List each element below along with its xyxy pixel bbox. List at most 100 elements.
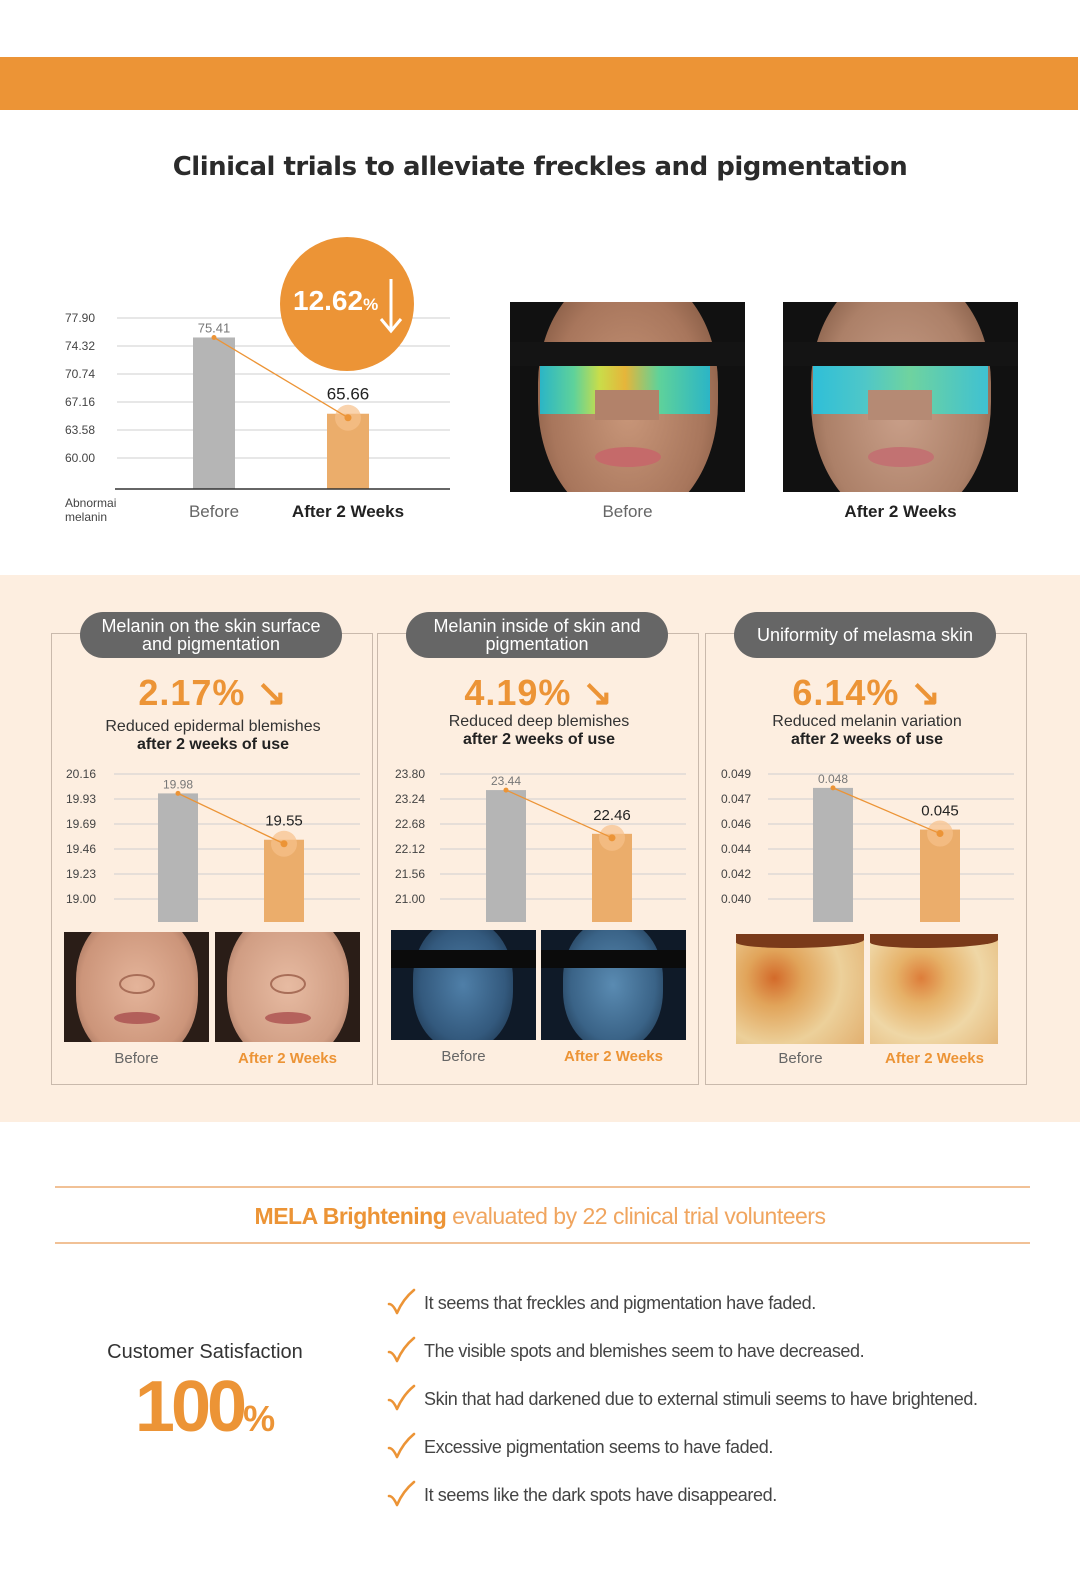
panel-percent: 2.17% ↘ (52, 672, 374, 714)
uv-after-caption: After 2 Weeks (564, 1048, 663, 1065)
y-tick-label: 19.46 (66, 842, 96, 856)
y-axis-name: melanin (65, 510, 107, 524)
y-tick-label: 21.56 (395, 867, 425, 881)
panel-percent-value: 2.17% (138, 672, 246, 713)
trend-point-before (830, 785, 836, 791)
benefit-text: It seems like the dark spots have disapp… (424, 1484, 777, 1505)
satisfaction-label: Customer Satisfaction (107, 1341, 303, 1363)
y-tick-label: 63.58 (65, 423, 95, 437)
data-label-before: 19.98 (163, 777, 193, 791)
y-tick-label: 77.90 (65, 311, 95, 325)
trend-point-before (503, 787, 509, 793)
y-tick-label: 70.74 (65, 367, 95, 381)
y-tick-label: 67.16 (65, 395, 95, 409)
benefit-item: It seems like the dark spots have disapp… (386, 1478, 777, 1512)
skin-photo-after (215, 932, 360, 1042)
skin-photo-before (64, 932, 209, 1042)
trend-point-after (936, 830, 944, 838)
divider-top (55, 1186, 1030, 1188)
y-axis-name: Abnormai (65, 496, 116, 510)
down-right-arrow-icon: ↘ (256, 672, 288, 713)
y-tick-label: 19.93 (66, 792, 96, 806)
benefit-text: It seems that freckles and pigmentation … (424, 1292, 816, 1313)
y-tick-label: 22.12 (395, 842, 425, 856)
data-label-after: 19.55 (265, 813, 303, 830)
melasma-photo-after (870, 934, 998, 1044)
panel-percent-value: 6.14% (792, 672, 900, 713)
checkmark-icon (387, 1384, 416, 1411)
trend-point-before (175, 790, 181, 796)
satisfaction-unit: % (243, 1398, 276, 1439)
panel-bar-chart: 20.16 19.93 19.69 19.46 19.23 19.00 19.98 19.55 (66, 767, 360, 922)
checkmark-icon (387, 1480, 416, 1507)
benefit-item: It seems that freckles and pigmentation … (386, 1286, 816, 1320)
trend-point-after (344, 414, 352, 422)
down-right-arrow-icon: ↘ (582, 672, 614, 713)
y-tick-label: 22.68 (395, 817, 425, 831)
skin-before-caption: Before (114, 1050, 159, 1067)
y-tick-label: 0.044 (721, 842, 751, 856)
panel-title: Uniformity of melasma skin (734, 612, 996, 658)
panel-percent-value: 4.19% (464, 672, 572, 713)
panel-bar-chart: 23.80 23.24 22.68 22.12 21.56 21.00 23.44 22.46 (395, 767, 686, 922)
y-tick-label: 0.046 (721, 817, 751, 831)
melasma-before-caption: Before (778, 1050, 823, 1067)
benefit-item: Skin that had darkened due to external s… (386, 1382, 978, 1416)
down-right-arrow-icon: ↘ (910, 672, 942, 713)
data-label-after: 0.045 (921, 803, 959, 820)
panel-title-line: and pigmentation (141, 634, 281, 654)
melasma-after-caption: After 2 Weeks (885, 1050, 984, 1067)
y-tick-label: 19.69 (66, 817, 96, 831)
y-tick-label: 0.047 (721, 792, 751, 806)
panel-surface-melanin: Melanin on the skin surface and pigmentat… (51, 612, 374, 1085)
main-bar-chart: 77.90 74.32 70.74 67.16 63.58 60.00 75.41 65.66… (65, 311, 450, 524)
badge-value: 12.62 (293, 285, 364, 316)
y-tick-label: 60.00 (65, 451, 95, 465)
panel-title: Melanin inside of skin and pigmentation (406, 612, 668, 658)
checkmark-icon (387, 1432, 416, 1459)
y-tick-label: 19.00 (66, 892, 96, 906)
trend-line (213, 336, 349, 419)
panel-title-line: pigmentation (485, 634, 589, 654)
data-label-before: 0.048 (818, 772, 848, 786)
y-tick-label: 23.24 (395, 792, 425, 806)
y-tick-label: 19.23 (66, 867, 96, 881)
bar-before (158, 793, 198, 922)
data-label-before: 23.44 (491, 774, 521, 788)
reduction-badge: 12.62% (280, 237, 414, 371)
panel-percent: 6.14% ↘ (706, 672, 1028, 714)
data-label-after: 65.66 (327, 385, 370, 404)
face-before-caption: Before (602, 502, 653, 521)
face-photo-before (510, 302, 745, 492)
evaluation-subtitle: evaluated by 22 clinical trial volunteer… (446, 1203, 826, 1229)
uv-photo-after (541, 930, 686, 1040)
panel-deep-melanin: Melanin inside of skin and pigmentation 4… (377, 612, 699, 1085)
benefit-text: Skin that had darkened due to external s… (424, 1388, 978, 1409)
panel-title: Melanin on the skin surface and pigmentat… (80, 612, 342, 658)
panel-desc-bold: after 2 weeks of use (790, 731, 944, 748)
y-tick-label: 0.049 (721, 767, 751, 781)
panel-desc: Reduced deep blemishes (448, 713, 630, 730)
y-tick-label: 0.042 (721, 867, 751, 881)
brand-name: MELA Brightening (254, 1203, 447, 1229)
benefit-item: The visible spots and blemishes seem to … (386, 1334, 865, 1368)
skin-after-caption: After 2 Weeks (238, 1050, 337, 1067)
x-category-label: After 2 Weeks (292, 502, 404, 521)
panel-title-line: Melanin inside of skin and (433, 616, 641, 636)
panel-melasma-uniformity: Uniformity of melasma skin 6.14% ↘ Reduc… (705, 612, 1028, 1085)
benefit-text: The visible spots and blemishes seem to … (424, 1340, 865, 1361)
panel-desc: Reduced melanin variation (772, 713, 962, 730)
trend-line (832, 787, 941, 835)
benefit-text: Excessive pigmentation seems to have fad… (424, 1436, 774, 1457)
panel-title-line: Uniformity of melasma skin (756, 625, 974, 645)
header-band (0, 57, 1078, 110)
melasma-photo-before (736, 934, 864, 1044)
y-tick-label: 23.80 (395, 767, 425, 781)
data-label-after: 22.46 (593, 807, 631, 824)
evaluation-title: MELA Brightening evaluated by 22 clinica… (0, 1203, 1080, 1230)
panel-title-line: Melanin on the skin surface (101, 616, 321, 636)
trend-line (505, 789, 613, 839)
y-tick-label: 74.32 (65, 339, 95, 353)
trend-point-after (608, 834, 616, 842)
panel-desc-bold: after 2 weeks of use (462, 731, 616, 748)
